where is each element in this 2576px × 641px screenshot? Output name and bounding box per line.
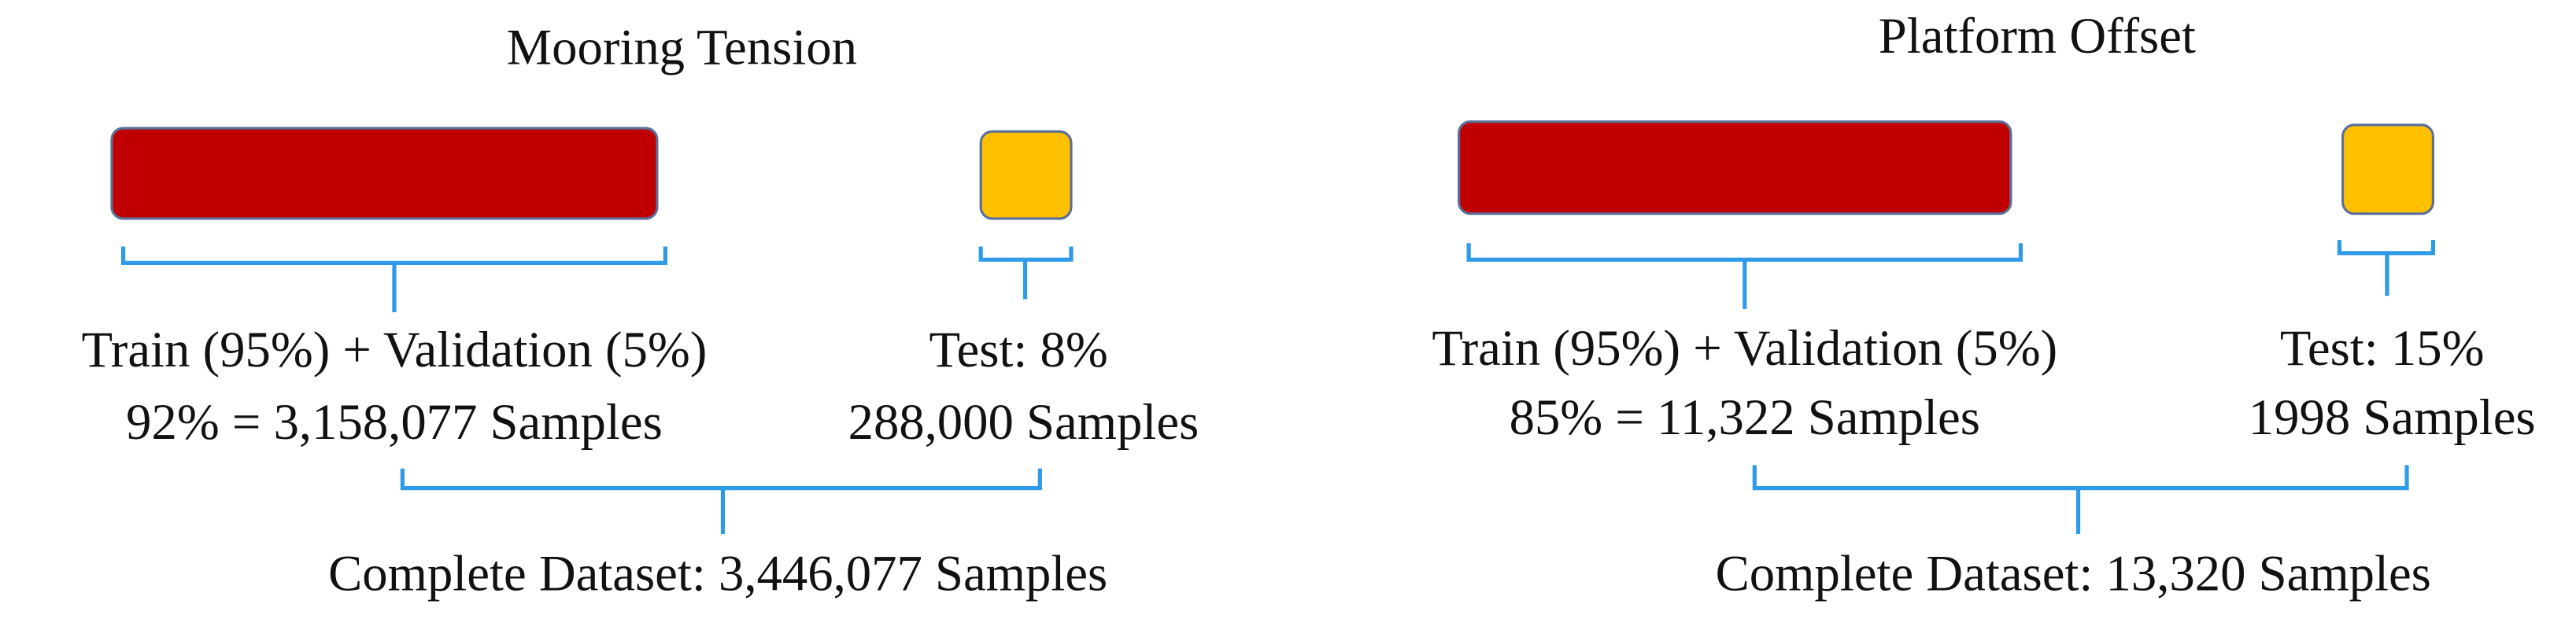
panel-title: Platform Offset bbox=[1879, 8, 2196, 64]
train-bracket bbox=[1466, 243, 2023, 309]
total-bracket bbox=[1752, 465, 2409, 535]
train-samples: 85% = 11,322 Samples bbox=[1510, 389, 1980, 446]
test-block bbox=[979, 130, 1073, 220]
test-label: Test: 8% bbox=[930, 322, 1108, 378]
train-block bbox=[1458, 120, 2012, 216]
total-bracket bbox=[400, 468, 1042, 535]
panel-title: Mooring Tension bbox=[507, 20, 857, 76]
train-samples: 92% = 3,158,077 Samples bbox=[126, 394, 663, 451]
train-bracket bbox=[120, 246, 667, 313]
train-label: Train (95%) + Validation (5%) bbox=[82, 322, 708, 378]
test-block bbox=[2341, 123, 2434, 216]
test-bracket bbox=[2337, 240, 2436, 297]
total-label: Complete Dataset: 13,320 Samples bbox=[1716, 545, 2431, 602]
test-samples: 1998 Samples bbox=[2249, 389, 2536, 446]
train-block bbox=[110, 127, 659, 220]
test-label: Test: 15% bbox=[2280, 320, 2485, 377]
total-label: Complete Dataset: 3,446,077 Samples bbox=[328, 545, 1107, 602]
panel: Platform Offset Train (95%) + Validation… bbox=[1432, 8, 2535, 602]
test-samples: 288,000 Samples bbox=[848, 394, 1199, 451]
train-label: Train (95%) + Validation (5%) bbox=[1432, 320, 2057, 377]
test-bracket bbox=[978, 246, 1074, 300]
panel: Mooring Tension Train (95%) + Validation… bbox=[82, 20, 1199, 602]
